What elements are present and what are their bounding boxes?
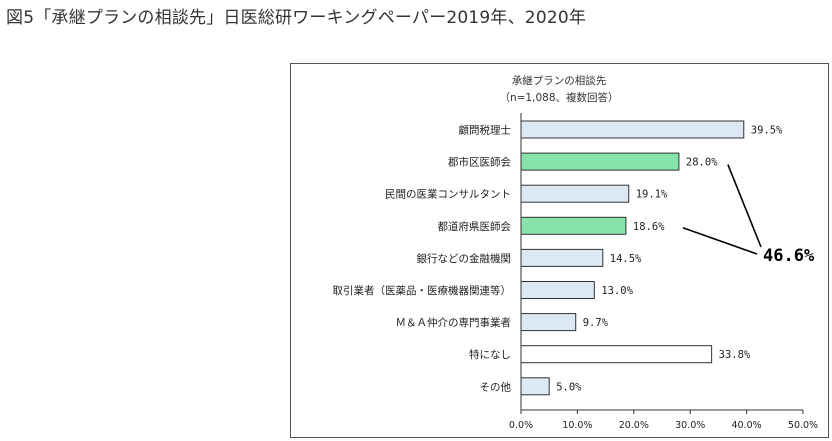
value-label-2: 28.0% — [686, 157, 718, 169]
chart-frame: 承継プランの相談先 （n=1,088、複数回答） 顧問税理士 39.5% 郡市区医師… — [290, 63, 829, 438]
category-label-2: 郡市区医師会 — [448, 156, 511, 169]
page-heading: 図5「承継プランの相談先」日医総研ワーキングペーパー2019年、2020年 — [6, 8, 587, 28]
value-label-4: 18.6% — [633, 221, 665, 233]
annotation-total-label: 46.6% — [763, 246, 815, 266]
category-label-8: 特になし — [469, 349, 511, 361]
x-tick-label-1: 0.0% — [509, 420, 533, 431]
bar-4 — [520, 216, 627, 235]
bar-9 — [520, 377, 550, 396]
x-tick-label-2: 10.0% — [562, 420, 592, 431]
chart-title: 承継プランの相談先 — [512, 74, 607, 87]
value-label-9: 5.0% — [556, 381, 582, 393]
category-label-4: 都道府県医師会 — [438, 220, 512, 233]
category-label-9: その他 — [480, 380, 512, 393]
x-tick-label-6: 50.0% — [788, 420, 818, 431]
bar-5 — [520, 248, 604, 267]
bar-7 — [520, 313, 577, 332]
category-label-7: Ｍ＆Ａ仲介の専門事業者 — [396, 316, 512, 329]
category-label-6: 取引業者（医薬品・医療機器関連等） — [333, 284, 512, 297]
annotation-line-1 — [727, 164, 762, 248]
value-label-8: 33.8% — [719, 349, 751, 361]
category-label-1: 顧問税理士 — [459, 124, 512, 137]
x-tick-label-3: 20.0% — [619, 420, 649, 431]
x-tick-label-5: 40.0% — [732, 420, 762, 431]
value-label-7: 9.7% — [583, 317, 609, 329]
value-label-3: 19.1% — [636, 189, 668, 201]
annotation-line-2 — [682, 227, 758, 255]
bar-2 — [520, 152, 680, 171]
x-tick-label-4: 30.0% — [675, 420, 705, 431]
value-label-6: 13.0% — [601, 285, 633, 297]
bar-chart: 承継プランの相談先 （n=1,088、複数回答） 顧問税理士 39.5% 郡市区医師… — [333, 74, 819, 431]
bar-1 — [520, 120, 745, 139]
chart-subtitle: （n=1,088、複数回答） — [499, 91, 618, 104]
value-label-1: 39.5% — [751, 125, 783, 137]
bar-3 — [520, 184, 630, 203]
category-label-3: 民間の医業コンサルタント — [385, 188, 511, 201]
category-label-5: 銀行などの金融機関 — [417, 252, 512, 265]
bar-8 — [520, 345, 713, 364]
value-label-5: 14.5% — [610, 253, 642, 265]
bar-6 — [520, 281, 595, 299]
